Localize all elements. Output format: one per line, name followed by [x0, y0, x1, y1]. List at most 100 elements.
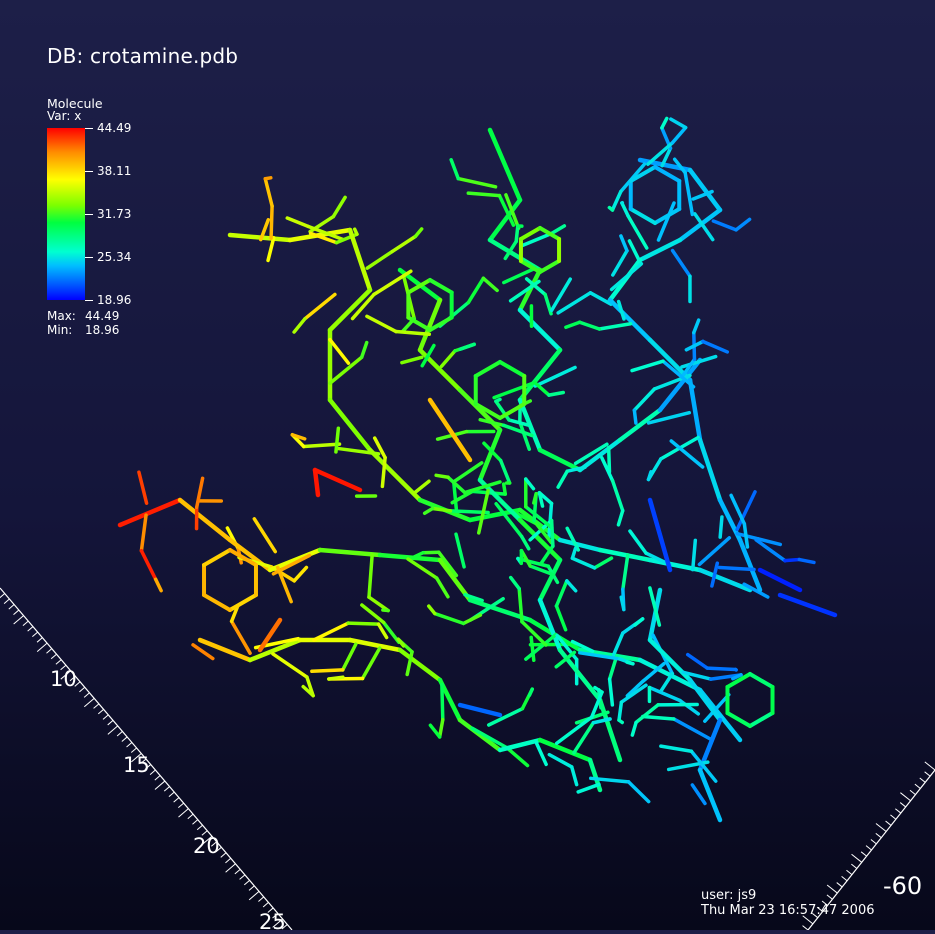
- bond: [425, 508, 433, 513]
- color-legend: Molecule Var: x 44.49 38.11 31.73 25.34 …: [47, 96, 187, 346]
- bond: [460, 705, 500, 715]
- legend-tick: [85, 128, 93, 129]
- right-axis-tick: [890, 815, 895, 819]
- bond: [507, 748, 528, 766]
- bond: [713, 221, 736, 230]
- bond: [662, 118, 667, 127]
- legend-tick: [85, 171, 93, 172]
- bond: [430, 400, 470, 460]
- bond: [649, 688, 680, 701]
- left-axis-tick: [46, 649, 51, 654]
- bond: [460, 720, 500, 750]
- left-axis-tick: [188, 814, 193, 819]
- bond: [680, 701, 698, 714]
- bond: [496, 399, 500, 401]
- bond: [287, 218, 308, 226]
- bond: [605, 719, 610, 720]
- left-axis-tick: [263, 902, 268, 907]
- bond: [254, 519, 275, 552]
- bond: [315, 470, 318, 495]
- bond: [489, 709, 523, 725]
- bond: [700, 770, 720, 820]
- bond: [540, 450, 580, 470]
- legend-max: Max:44.49: [47, 309, 119, 323]
- bond: [460, 344, 474, 349]
- bond: [468, 278, 483, 302]
- right-axis-tick: [846, 870, 851, 874]
- left-axis-tick: [79, 687, 84, 692]
- bond: [294, 319, 305, 332]
- left-axis-tick: [169, 792, 174, 797]
- left-axis-tick: [244, 880, 249, 885]
- left-axis-tick: [258, 897, 263, 902]
- left-axis-tick: [37, 638, 42, 643]
- left-axis-tick: [84, 698, 94, 706]
- bond: [680, 210, 720, 240]
- bond: [627, 662, 633, 664]
- bond: [720, 517, 722, 537]
- ring-bond: [204, 595, 230, 610]
- bond: [483, 278, 497, 290]
- left-axis-tick: [122, 737, 127, 742]
- bond: [232, 621, 250, 653]
- bond: [271, 206, 272, 238]
- user-name: user: js9: [701, 888, 875, 903]
- bond: [635, 619, 643, 625]
- bond: [690, 170, 720, 210]
- bond: [156, 579, 161, 590]
- bond: [595, 558, 612, 568]
- bond: [549, 393, 563, 396]
- bond: [516, 226, 518, 241]
- bond: [799, 560, 814, 563]
- bond: [558, 471, 567, 487]
- bond: [278, 567, 291, 601]
- bond: [536, 742, 546, 764]
- molecule-bonds: [120, 118, 835, 820]
- right-axis-tick: [910, 790, 915, 794]
- bond: [578, 784, 599, 792]
- bond: [558, 293, 590, 313]
- legend-tick: [85, 257, 93, 258]
- right-axis-tick: [803, 926, 808, 930]
- bond: [690, 680, 720, 720]
- ring-bond: [750, 674, 773, 687]
- bond: [688, 655, 707, 668]
- right-axis-tick: [852, 854, 862, 862]
- ring-bond: [750, 713, 773, 726]
- bond: [408, 559, 437, 578]
- bond: [636, 705, 658, 723]
- bond: [139, 472, 147, 503]
- bond: [369, 555, 372, 597]
- bond: [423, 552, 439, 553]
- bond: [736, 219, 750, 229]
- bond: [265, 179, 272, 206]
- bond: [632, 361, 663, 370]
- bond: [490, 130, 520, 200]
- bond: [531, 637, 534, 660]
- user-info: user: js9 Thu Mar 23 16:57:47 2006: [701, 888, 875, 918]
- left-axis-tick: [155, 781, 165, 789]
- legend-tick: [85, 300, 93, 301]
- bond: [265, 178, 271, 179]
- bond: [622, 203, 628, 216]
- bond: [619, 702, 621, 720]
- bond: [700, 440, 720, 500]
- bond: [556, 606, 565, 630]
- left-axis-tick: [225, 858, 230, 863]
- bond: [511, 578, 519, 589]
- right-axis-label: -60: [883, 872, 922, 900]
- bond: [699, 538, 729, 565]
- right-axis-tick: [925, 762, 935, 770]
- left-axis-tick: [221, 853, 226, 858]
- left-axis-tick: [14, 610, 19, 615]
- bond: [433, 508, 451, 510]
- bond: [672, 128, 685, 143]
- ring-bond: [476, 362, 500, 376]
- bond: [556, 581, 566, 606]
- bond: [501, 461, 510, 483]
- bond: [620, 410, 660, 440]
- bond: [415, 229, 421, 236]
- database-title: DB: crotamine.pdb: [47, 44, 238, 68]
- bond: [613, 481, 623, 511]
- left-axis-tick: [37, 643, 47, 651]
